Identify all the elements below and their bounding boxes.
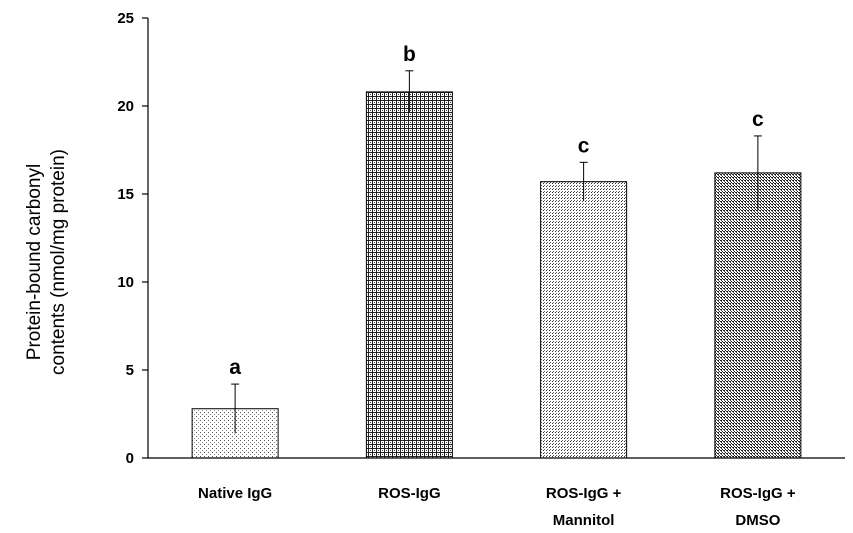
y-axis-title-line-2: contents (nmol/mg protein): [48, 149, 69, 375]
y-tick-label: 5: [126, 362, 134, 379]
bar-4: [714, 172, 802, 459]
significance-label-3: c: [578, 134, 590, 157]
y-tick-label: 15: [117, 186, 134, 203]
bar-3: [540, 181, 628, 459]
significance-labels: a b c c: [229, 43, 764, 379]
error-bars: [231, 70, 762, 434]
category-label-3-line-2: Mannitol: [553, 512, 615, 529]
significance-label-2: b: [403, 43, 416, 66]
bar-2: [365, 91, 453, 459]
category-label-2-line-1: ROS-IgG: [378, 485, 441, 502]
category-labels: Native IgG ROS-IgG ROS-IgG + Mannitol ROS-Ig…: [198, 485, 796, 529]
significance-label-4: c: [752, 108, 764, 131]
category-label-1-line-1: Native IgG: [198, 485, 272, 502]
y-tick-label: 10: [117, 274, 134, 291]
significance-label-1: a: [229, 356, 241, 379]
y-tick-label: 25: [117, 10, 134, 27]
y-axis-title: Protein-bound carbonyl contents (nmol/mg…: [24, 149, 69, 375]
bars: [191, 91, 802, 459]
y-axis-title-line-1: Protein-bound carbonyl: [24, 164, 45, 360]
y-axis-ticks: 0 5 10 15 20 25: [117, 10, 148, 467]
category-label-4-line-1: ROS-IgG +: [720, 485, 796, 502]
category-label-4-line-2: DMSO: [735, 512, 780, 529]
y-tick-label: 0: [126, 450, 134, 467]
category-label-3-line-1: ROS-IgG +: [546, 485, 622, 502]
y-tick-label: 20: [117, 98, 134, 115]
